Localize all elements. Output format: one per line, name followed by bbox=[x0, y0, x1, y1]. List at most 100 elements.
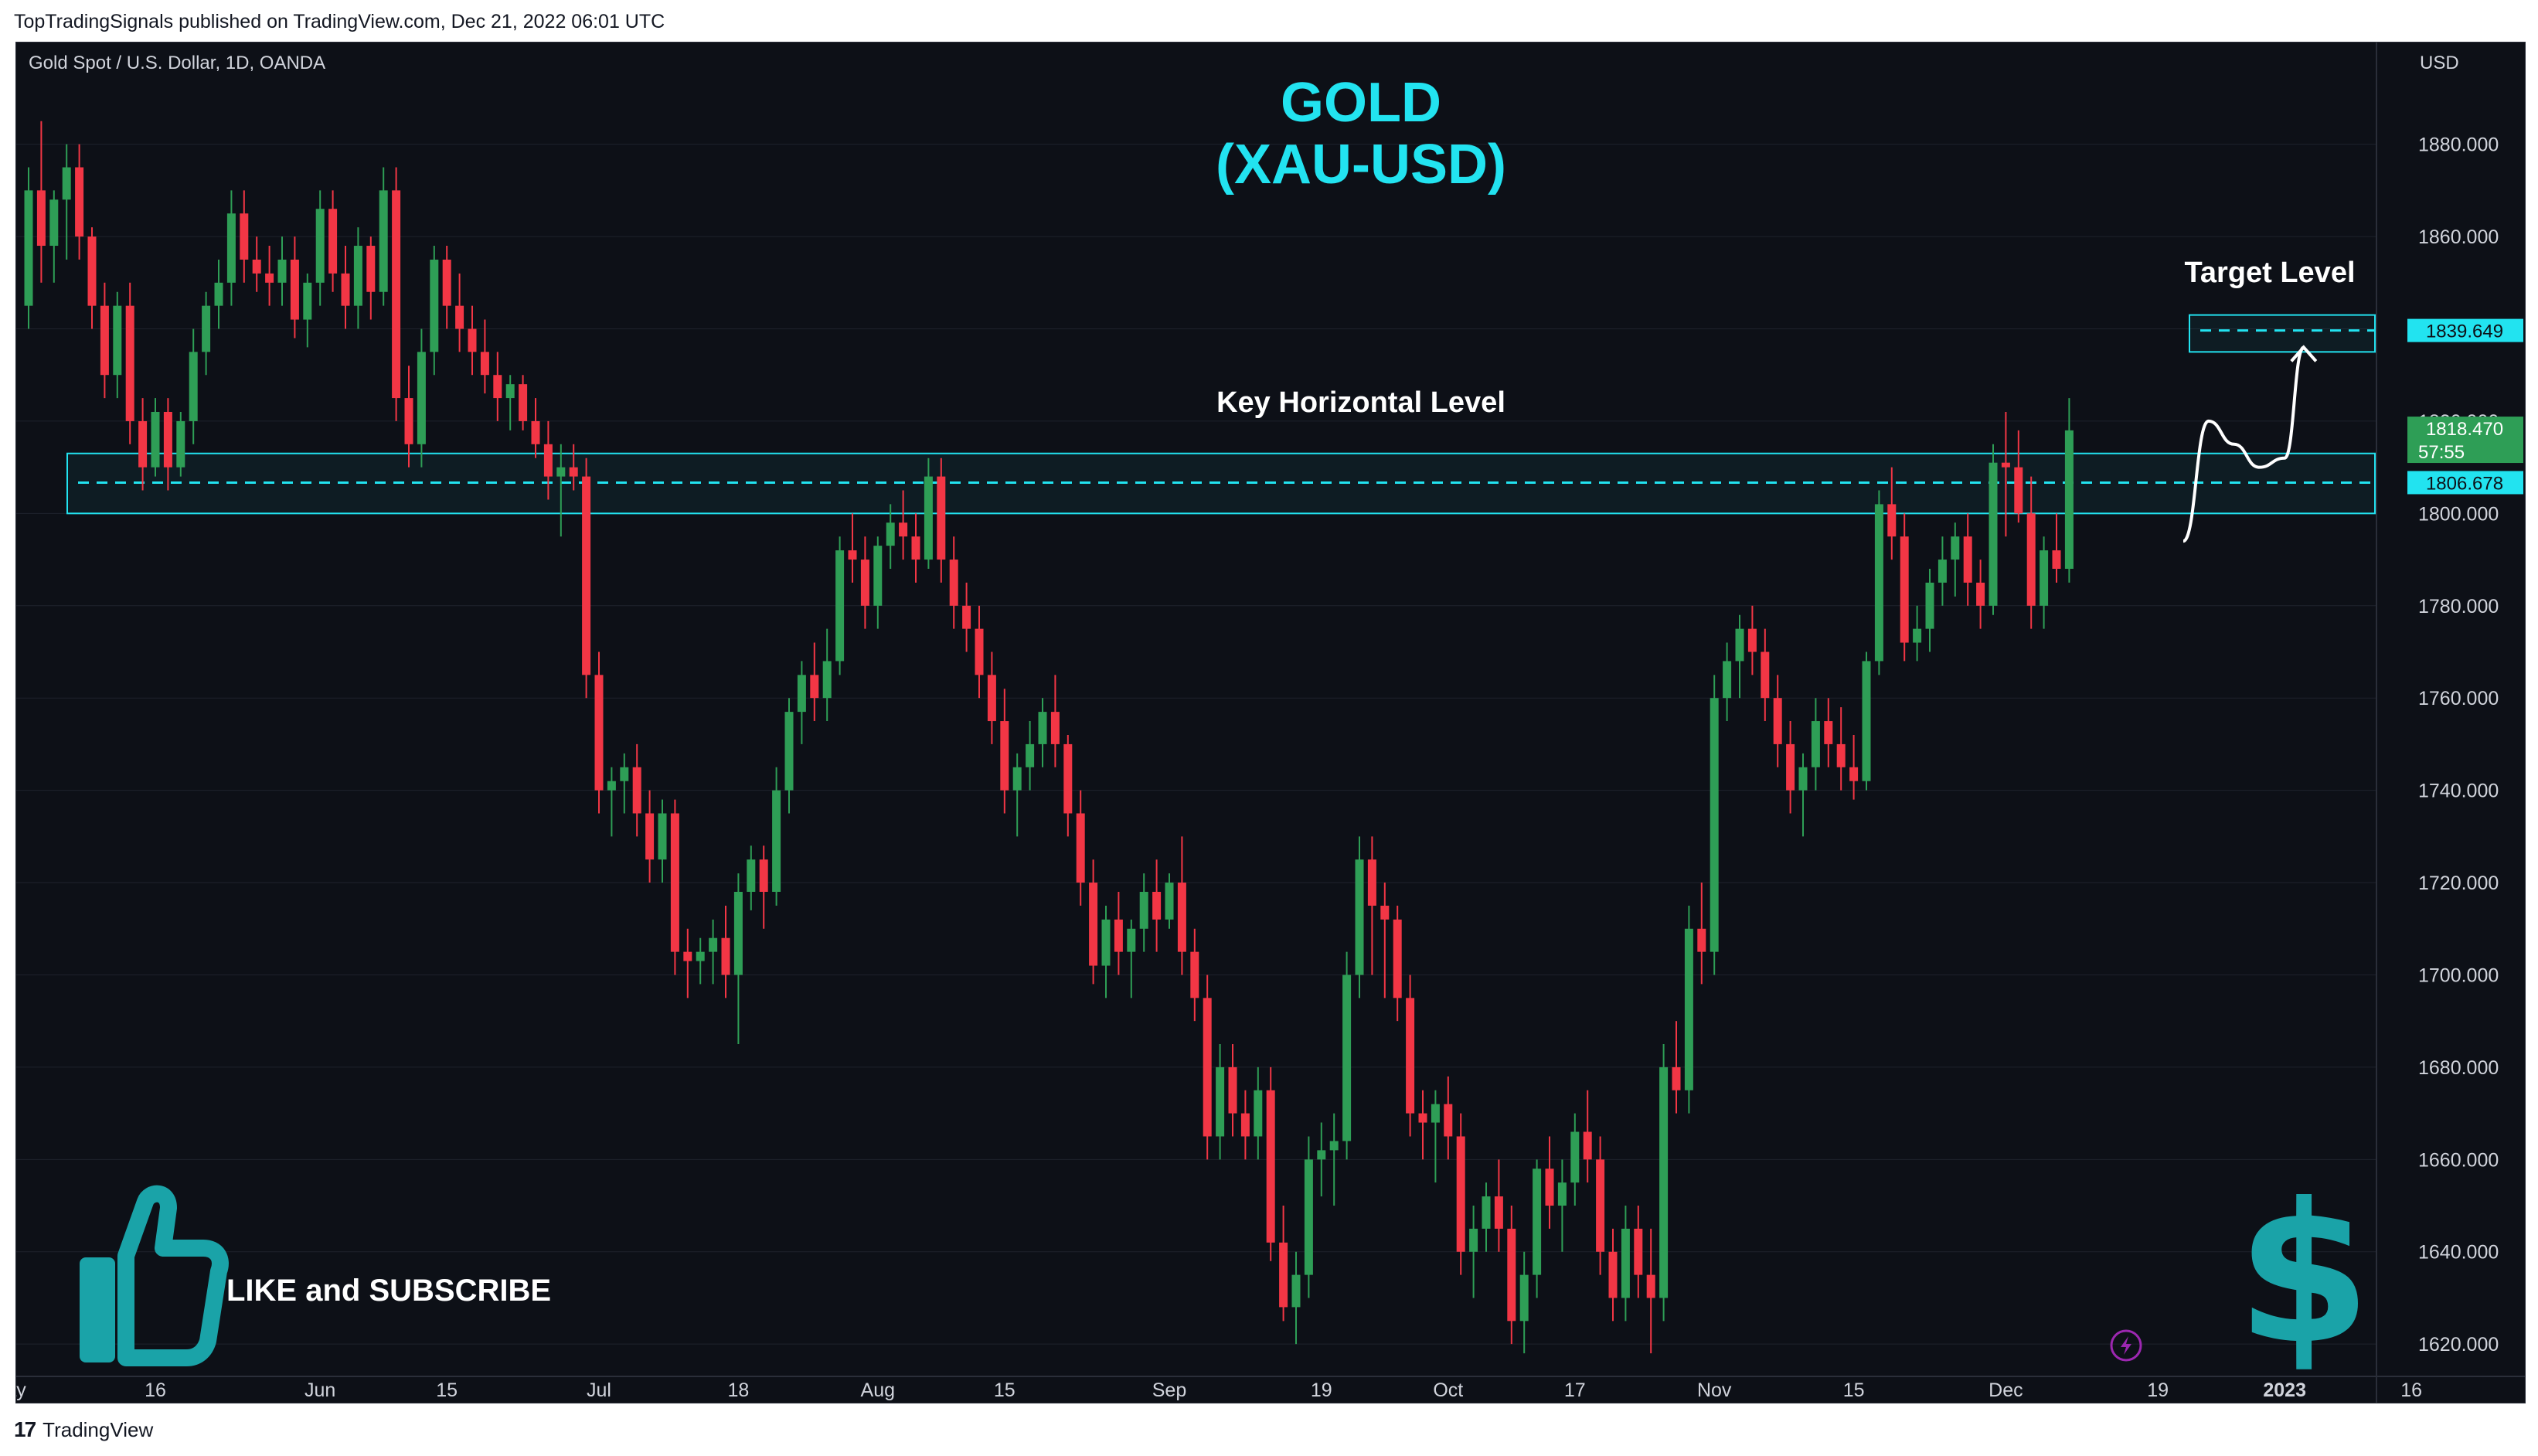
projection-arrowhead bbox=[2290, 345, 2318, 362]
thumbs-up-icon bbox=[80, 1185, 229, 1366]
target-level-label: Target Level bbox=[2184, 257, 2355, 289]
candle-body bbox=[480, 352, 489, 376]
candle-body bbox=[1482, 1196, 1491, 1229]
key-level-label: Key Horizontal Level bbox=[1216, 386, 1505, 419]
candle-body bbox=[315, 209, 325, 283]
candle-body bbox=[100, 305, 109, 376]
candle-body bbox=[1570, 1131, 1580, 1183]
candle-body bbox=[1139, 891, 1148, 929]
price-tick-label: 1720.000 bbox=[2418, 873, 2499, 894]
candle-body bbox=[709, 937, 718, 952]
candle-body bbox=[138, 420, 148, 468]
candle-body bbox=[1050, 712, 1060, 744]
candle-body bbox=[759, 859, 768, 892]
candle-body bbox=[1304, 1159, 1313, 1275]
candle-body bbox=[75, 167, 84, 237]
candle-body bbox=[265, 273, 274, 283]
projection-path bbox=[2182, 345, 2318, 543]
candle-body bbox=[683, 951, 692, 961]
candle-body bbox=[747, 859, 756, 892]
candle-body bbox=[962, 605, 971, 629]
candle-body bbox=[404, 398, 413, 444]
candle-body bbox=[1684, 928, 1693, 1090]
tradingview-logo-icon: 17 bbox=[14, 1417, 36, 1441]
candle-body bbox=[1114, 919, 1123, 952]
price-tick-label: 1800.000 bbox=[2418, 503, 2499, 525]
candle-body bbox=[392, 190, 401, 399]
candle-body bbox=[1519, 1274, 1529, 1322]
chart-frame[interactable]: USD 1620.000 1640.000 1660.000 1680.000 1700.… bbox=[15, 42, 2526, 1403]
candle-body bbox=[493, 375, 502, 399]
axis-unit-label: USD bbox=[2420, 53, 2459, 73]
candle-body bbox=[252, 259, 261, 274]
candle-body bbox=[1646, 1274, 1655, 1298]
candle-body bbox=[226, 213, 236, 283]
candle-body bbox=[899, 522, 908, 537]
candle-body bbox=[733, 891, 743, 975]
publisher-line: TopTradingSignals published on TradingVi… bbox=[14, 11, 665, 32]
candle-body bbox=[1000, 721, 1009, 791]
candle-body bbox=[911, 536, 920, 560]
candle-body bbox=[1393, 919, 1402, 998]
candlestick-chart[interactable]: USD 1620.000 1640.000 1660.000 1680.000 1700.… bbox=[16, 43, 2525, 1403]
candle-body bbox=[1583, 1131, 1592, 1160]
candle-body bbox=[1380, 905, 1390, 920]
key-level-price-tag-text: 1806.678 bbox=[2426, 473, 2503, 494]
candle-body bbox=[543, 444, 553, 477]
candle-body bbox=[1469, 1228, 1478, 1252]
candle-body bbox=[290, 259, 299, 320]
candle-body bbox=[151, 411, 160, 468]
target-price-tag-bg bbox=[2407, 318, 2523, 342]
candle-body bbox=[594, 675, 604, 791]
last-price-tag-countdown: 57:55 bbox=[2418, 442, 2465, 463]
candle-body bbox=[949, 560, 958, 606]
candle-body bbox=[975, 628, 984, 675]
candle-body bbox=[24, 190, 33, 306]
time-tick-label: Nov bbox=[1697, 1379, 1732, 1401]
candle-body bbox=[670, 813, 679, 952]
candle-body bbox=[328, 209, 338, 274]
candle-body bbox=[2026, 513, 2036, 606]
price-tick-label: 1880.000 bbox=[2418, 134, 2499, 156]
candle-body bbox=[1012, 767, 1022, 791]
candle-body bbox=[176, 420, 185, 468]
candle-body bbox=[2064, 430, 2074, 570]
candle-body bbox=[556, 467, 566, 477]
candle-body bbox=[442, 259, 451, 306]
candle-body bbox=[1545, 1169, 1554, 1206]
svg-text:$: $ bbox=[2237, 1162, 2371, 1386]
price-axis: USD 1620.000 1640.000 1660.000 1680.000 1700.… bbox=[2376, 43, 2499, 1403]
candle-body bbox=[810, 675, 819, 699]
candle-body bbox=[1976, 582, 1985, 606]
time-tick-label: 15 bbox=[994, 1379, 1016, 1401]
candle-body bbox=[848, 550, 857, 560]
tradingview-footer[interactable]: 17 TradingView bbox=[14, 1417, 153, 1442]
candle-body bbox=[1228, 1066, 1237, 1114]
candle-body bbox=[163, 411, 172, 468]
lightning-icon[interactable] bbox=[2110, 1329, 2142, 1362]
candle-body bbox=[1811, 721, 1820, 767]
candle-body bbox=[569, 467, 578, 477]
candle-body bbox=[366, 246, 376, 292]
candle-body bbox=[1989, 462, 1998, 606]
candle-body bbox=[1152, 891, 1162, 920]
candle-body bbox=[1291, 1274, 1301, 1308]
time-tick-label: Dec bbox=[1989, 1379, 2023, 1401]
candle-body bbox=[797, 675, 806, 713]
time-tick-label: 19 bbox=[2147, 1379, 2169, 1401]
candle-body bbox=[1621, 1228, 1630, 1298]
candle-body bbox=[1089, 883, 1098, 966]
candle-body bbox=[62, 167, 71, 200]
target-level-zone bbox=[2189, 314, 2376, 353]
candle-body bbox=[277, 259, 287, 283]
candle-body bbox=[2040, 550, 2049, 606]
candle-body bbox=[1329, 1141, 1339, 1151]
last-price-tag-bg bbox=[2407, 417, 2523, 464]
candle-body bbox=[505, 384, 515, 399]
candle-body bbox=[1874, 504, 1883, 662]
candle-body bbox=[1761, 651, 1770, 699]
candle-body bbox=[658, 813, 667, 860]
last-price-tag-text: 1818.470 bbox=[2426, 419, 2503, 440]
candle-body bbox=[1026, 743, 1035, 767]
time-tick-label: 17 bbox=[1564, 1379, 1586, 1401]
